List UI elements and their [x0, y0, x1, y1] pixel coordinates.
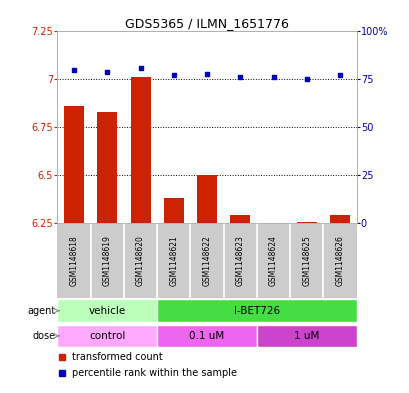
- Text: vehicle: vehicle: [88, 306, 126, 316]
- Text: GSM1148624: GSM1148624: [268, 235, 277, 286]
- Text: I-BET726: I-BET726: [233, 306, 279, 316]
- Text: GSM1148623: GSM1148623: [235, 235, 244, 286]
- Bar: [157, 325, 256, 347]
- Text: GSM1148622: GSM1148622: [202, 235, 211, 286]
- Text: GSM1148625: GSM1148625: [301, 235, 310, 286]
- Text: GSM1148620: GSM1148620: [136, 235, 145, 286]
- Point: [236, 74, 243, 81]
- Bar: [296, 222, 316, 223]
- Point: [104, 68, 110, 75]
- Text: 1 uM: 1 uM: [293, 331, 319, 341]
- Point: [203, 70, 210, 77]
- Text: 0.1 uM: 0.1 uM: [189, 331, 224, 341]
- Title: GDS5365 / ILMN_1651776: GDS5365 / ILMN_1651776: [125, 17, 288, 30]
- Bar: [57, 325, 157, 347]
- Point: [71, 66, 77, 73]
- Bar: [97, 112, 117, 223]
- Bar: [164, 198, 183, 223]
- Bar: [130, 77, 150, 223]
- Point: [336, 72, 342, 79]
- Bar: [197, 175, 216, 223]
- Bar: [329, 215, 349, 223]
- Point: [303, 76, 309, 83]
- Text: agent: agent: [27, 306, 56, 316]
- Point: [170, 72, 177, 79]
- Text: percentile rank within the sample: percentile rank within the sample: [72, 368, 237, 378]
- Bar: [157, 299, 356, 322]
- Bar: [64, 106, 84, 223]
- Text: GSM1148619: GSM1148619: [103, 235, 112, 286]
- Bar: [57, 299, 157, 322]
- Text: transformed count: transformed count: [72, 352, 163, 362]
- Text: GSM1148618: GSM1148618: [70, 235, 79, 286]
- Text: dose: dose: [33, 331, 56, 341]
- Bar: [230, 215, 249, 223]
- Point: [270, 74, 276, 81]
- Bar: [256, 325, 356, 347]
- Text: control: control: [89, 331, 125, 341]
- Text: GSM1148621: GSM1148621: [169, 235, 178, 286]
- Text: GSM1148626: GSM1148626: [335, 235, 344, 286]
- Point: [137, 64, 144, 71]
- Bar: [263, 223, 283, 224]
